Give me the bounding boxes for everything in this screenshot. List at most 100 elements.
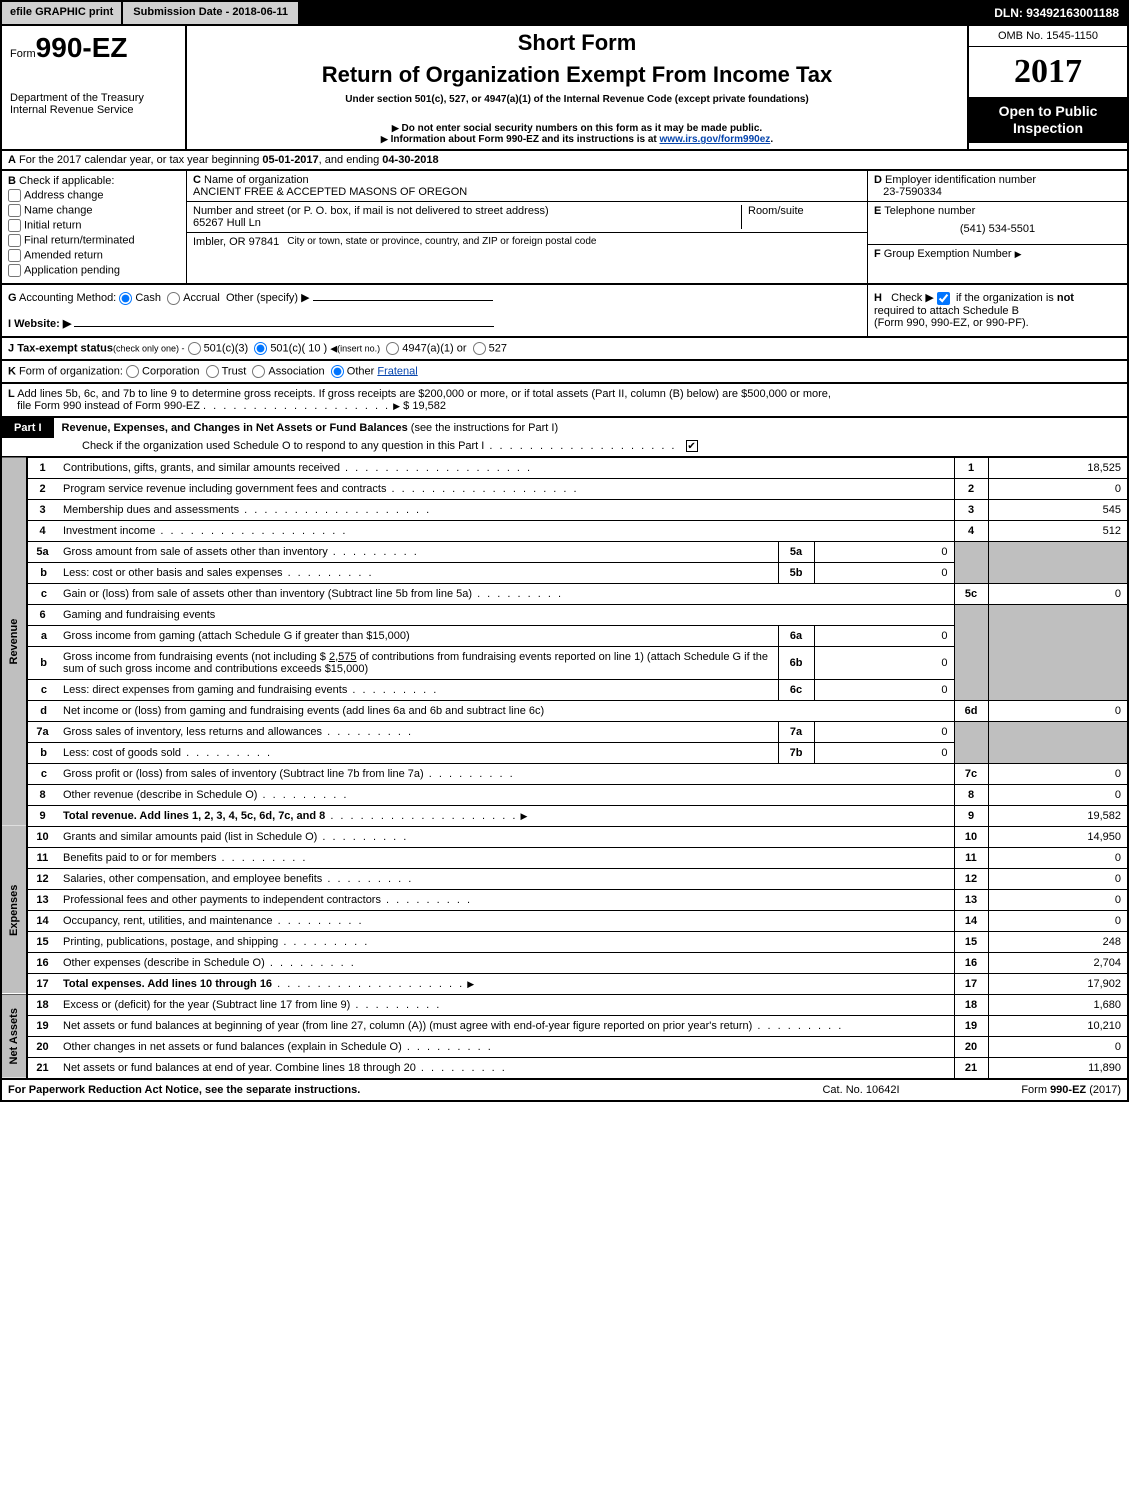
chk-final-return[interactable] — [8, 234, 21, 247]
radio-501c3[interactable] — [188, 342, 201, 355]
opt-name-change: Name change — [24, 204, 93, 216]
ln7a-mval: 0 — [814, 721, 954, 742]
chk-application-pending[interactable] — [8, 264, 21, 277]
radio-cash[interactable] — [119, 292, 132, 305]
ln6d-desc: Net income or (loss) from gaming and fun… — [57, 700, 954, 721]
dept-irs: Internal Revenue Service — [10, 104, 177, 116]
ln7ab-shade1 — [954, 721, 988, 763]
row-l: L Add lines 5b, 6c, and 7b to line 9 to … — [0, 382, 1129, 416]
ln16-val: 2,704 — [988, 952, 1128, 973]
row-h: H Check ▶ if the organization is not req… — [867, 285, 1127, 336]
h-line2: required to attach Schedule B — [874, 305, 1019, 317]
radio-trust[interactable] — [206, 365, 219, 378]
check-o-box[interactable]: ✔ — [686, 440, 698, 452]
radio-corp[interactable] — [126, 365, 139, 378]
label-e: E — [874, 205, 881, 217]
form-header: Form990-EZ Department of the Treasury In… — [0, 24, 1129, 149]
radio-501c[interactable] — [254, 342, 267, 355]
ln5b-desc: Less: cost or other basis and sales expe… — [57, 562, 778, 583]
row-g-left: G Accounting Method: Cash Accrual Other … — [2, 285, 867, 336]
ln5a-no: 5a — [27, 541, 57, 562]
ln4-desc: Investment income — [57, 520, 954, 541]
label-k: K — [8, 365, 16, 377]
info-post: . — [770, 134, 773, 145]
label-l: L — [8, 388, 15, 400]
g-cash: Cash — [135, 292, 161, 304]
top-bar: efile GRAPHIC print Submission Date - 20… — [0, 0, 1129, 24]
submission-date: Submission Date - 2018-06-11 — [123, 2, 298, 24]
ln17-val: 17,902 — [988, 973, 1128, 994]
ln10-no: 10 — [27, 826, 57, 847]
ln14-desc: Occupancy, rent, utilities, and maintena… — [57, 910, 954, 931]
ln8-val: 0 — [988, 784, 1128, 805]
ln6a-mval: 0 — [814, 625, 954, 646]
ln5b-mval: 0 — [814, 562, 954, 583]
radio-accrual[interactable] — [167, 292, 180, 305]
ln9-col: 9 — [954, 805, 988, 826]
ln19-no: 19 — [27, 1015, 57, 1036]
page-footer: For Paperwork Reduction Act Notice, see … — [0, 1080, 1129, 1102]
f-cell: F Group Exemption Number ▶ — [868, 245, 1127, 263]
return-title: Return of Organization Exempt From Incom… — [197, 62, 957, 88]
chk-amended-return[interactable] — [8, 249, 21, 262]
org-street: 65267 Hull Ln — [193, 217, 261, 229]
radio-527[interactable] — [473, 342, 486, 355]
chk-name-change[interactable] — [8, 204, 21, 217]
row-a-end: 04-30-2018 — [382, 154, 438, 166]
open-to-public: Open to Public Inspection — [969, 97, 1127, 143]
ln18-no: 18 — [27, 994, 57, 1015]
row-a: A For the 2017 calendar year, or tax yea… — [0, 149, 1129, 169]
j-o1: 501(c)(3) — [204, 342, 249, 354]
ln5a-mini: 5a — [778, 541, 814, 562]
ln7b-no: b — [27, 742, 57, 763]
ln17-col: 17 — [954, 973, 988, 994]
ln6-desc: Gaming and fundraising events — [57, 604, 954, 625]
ln20-col: 20 — [954, 1036, 988, 1057]
row-j: J Tax-exempt status(check only one) - 50… — [0, 336, 1129, 359]
info-link[interactable]: www.irs.gov/form990ez — [660, 134, 771, 145]
ln2-col: 2 — [954, 478, 988, 499]
short-form-title: Short Form — [197, 30, 957, 56]
chk-initial-return[interactable] — [8, 219, 21, 232]
part1-header: Part I Revenue, Expenses, and Changes in… — [0, 416, 1129, 438]
ln9-val: 19,582 — [988, 805, 1128, 826]
ln19-col: 19 — [954, 1015, 988, 1036]
efile-print-button[interactable]: efile GRAPHIC print — [2, 2, 123, 24]
ln20-no: 20 — [27, 1036, 57, 1057]
ln7a-mini: 7a — [778, 721, 814, 742]
radio-4947[interactable] — [386, 342, 399, 355]
header-right: OMB No. 1545-1150 2017 Open to Public In… — [967, 26, 1127, 149]
ln10-col: 10 — [954, 826, 988, 847]
c-name-cell: C Name of organization ANCIENT FREE & AC… — [187, 171, 867, 202]
d-cell: D Employer identification number 23-7590… — [868, 171, 1127, 202]
e-cell: E Telephone number (541) 534-5501 — [868, 202, 1127, 245]
ln21-val: 11,890 — [988, 1057, 1128, 1079]
label-b: B — [8, 175, 16, 187]
section-expenses: Expenses — [1, 826, 27, 994]
radio-assoc[interactable] — [252, 365, 265, 378]
col-c: C Name of organization ANCIENT FREE & AC… — [187, 171, 867, 283]
ln18-col: 18 — [954, 994, 988, 1015]
ln8-no: 8 — [27, 784, 57, 805]
ln5c-desc: Gain or (loss) from sale of assets other… — [57, 583, 954, 604]
radio-other[interactable] — [331, 365, 344, 378]
chk-h[interactable] — [937, 292, 950, 305]
j-insert: (insert no.) — [337, 343, 380, 353]
website-line — [74, 326, 494, 327]
label-f: F — [874, 248, 881, 260]
form-number: Form990-EZ — [10, 32, 177, 64]
ln7b-mini: 7b — [778, 742, 814, 763]
ln6b-desc: Gross income from fundraising events (no… — [57, 646, 778, 679]
opt-application-pending: Application pending — [24, 264, 120, 276]
e-title: Telephone number — [884, 205, 975, 217]
ln7c-no: c — [27, 763, 57, 784]
k-other-value[interactable]: Fratenal — [377, 365, 417, 377]
j-o3: 4947(a)(1) or — [402, 342, 466, 354]
lines-table: Revenue 1 Contributions, gifts, grants, … — [0, 456, 1129, 1080]
chk-address-change[interactable] — [8, 189, 21, 202]
label-a: A — [8, 154, 16, 166]
ln11-desc: Benefits paid to or for members — [57, 847, 954, 868]
row-ghi: G Accounting Method: Cash Accrual Other … — [0, 283, 1129, 336]
ln10-val: 14,950 — [988, 826, 1128, 847]
ln19-val: 10,210 — [988, 1015, 1128, 1036]
